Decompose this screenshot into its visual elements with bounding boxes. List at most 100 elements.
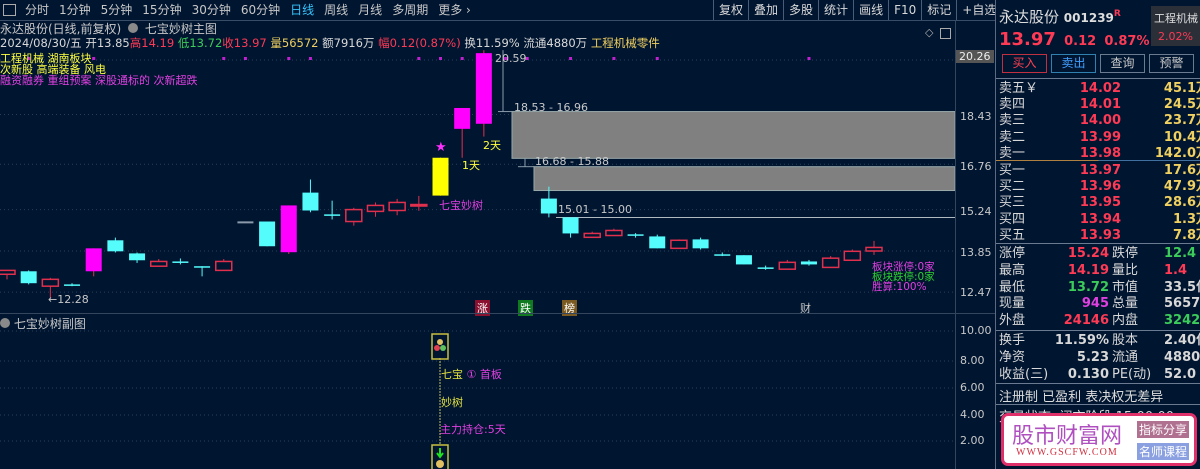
panel-toggle-icon[interactable] — [940, 28, 951, 39]
buy-button[interactable]: 买入 — [1002, 54, 1047, 73]
gap3-label: 15.01 - 15.00 — [558, 203, 632, 216]
fund-value: 0.130 — [1067, 366, 1109, 382]
fund-value: 5.23 — [1076, 349, 1109, 365]
toolbar-button-3[interactable]: 统计 — [818, 0, 853, 20]
indicator-dropdown-icon[interactable] — [128, 23, 139, 33]
bid-label: 买一 — [999, 163, 1026, 178]
stat-label: 市值 — [1112, 279, 1139, 295]
candle-body — [800, 261, 817, 265]
finance-marker[interactable]: 财 — [800, 302, 811, 315]
qibao-text: 七宝 — [441, 368, 463, 381]
concept-line-1: 工程机械 湖南板块 — [0, 52, 92, 65]
pane-divider — [0, 313, 955, 314]
bid-row[interactable]: 买三 13.95 28.6万 — [999, 194, 1200, 211]
fund-value: 52.0 — [1164, 366, 1197, 382]
candle-body — [670, 239, 688, 250]
toolbar-button-5[interactable]: F10 — [888, 0, 921, 20]
rank-badge[interactable]: 榜 — [562, 300, 577, 316]
sub-indicator-name[interactable]: 七宝妙树副图 — [13, 317, 86, 331]
info-low: 低13.72 — [177, 36, 223, 50]
stat-row[interactable]: 涨停 15.24 跌停 12.4 — [999, 245, 1200, 262]
tab-7[interactable]: 周线 — [324, 3, 349, 17]
toolbar-button-2[interactable]: 多股 — [783, 0, 818, 20]
ask-volume: 45.1万 — [1163, 81, 1200, 96]
bid-row[interactable]: 买一 13.97 17.6万 — [999, 162, 1200, 179]
tab-3[interactable]: 15分钟 — [142, 3, 182, 17]
toolbar-button-6[interactable]: 标记 — [921, 0, 956, 20]
diamond-icon[interactable]: ◇ — [925, 26, 934, 39]
concept-line-2: 次新股 高端装备 风电 — [0, 63, 106, 76]
tab-0[interactable]: 分时 — [25, 3, 50, 17]
signal-dot — [222, 57, 226, 60]
stat-row[interactable]: 现量 945 总量 5657 — [999, 295, 1200, 312]
alert-button[interactable]: 预警 — [1149, 54, 1194, 73]
layout-toggle-icon[interactable] — [3, 4, 16, 16]
signal-dot — [655, 57, 659, 60]
signal-dot — [287, 57, 291, 60]
bid-price: 13.94 — [1079, 211, 1121, 227]
axis-label: 16.76 — [960, 160, 992, 173]
toolbar-button-0[interactable]: 复权 — [713, 0, 748, 20]
sector-pct: 2.02% — [1158, 30, 1193, 43]
sub-axis-label: 8.00 — [960, 354, 985, 367]
bid-price: 13.95 — [1079, 195, 1121, 211]
ask-row[interactable]: 卖二 13.99 10.4万 — [999, 129, 1200, 146]
query-button[interactable]: 查询 — [1100, 54, 1145, 73]
last-price: 13.97 — [999, 29, 1056, 50]
watermark-logo: 股市财富网 WWW.GSCFW.COM 指标分享 名师课程 — [1001, 413, 1197, 466]
bid-row[interactable]: 买四 13.94 1.3万 — [999, 211, 1200, 228]
bid-row[interactable]: 买二 13.96 47.9万 — [999, 178, 1200, 195]
stat-label: 跌停 — [1112, 246, 1139, 261]
ohlc-info-bar: 2024/08/30/五 开13.85高14.19 低13.72收13.97 量… — [0, 36, 660, 50]
ask-row[interactable]: 卖四 14.01 24.5万 — [999, 96, 1200, 113]
tab-5[interactable]: 60分钟 — [240, 3, 281, 17]
concept-tags: 工程机械 湖南板块 次新股 高端装备 风电 融资融券 重组预案 深股通标的 次新… — [0, 53, 198, 86]
tab-6[interactable]: 日线 — [290, 3, 315, 17]
tab-9[interactable]: 多周期 — [392, 3, 429, 17]
ask-row[interactable]: 卖五￥ 14.02 45.1万 — [999, 80, 1200, 97]
kline-chart[interactable] — [0, 48, 955, 313]
bid-label: 买五 — [999, 227, 1026, 243]
axis-label: 13.85 — [960, 246, 992, 259]
bid-row[interactable]: 买五 13.93 7.8万 — [999, 227, 1200, 244]
toolbar-button-1[interactable]: 叠加 — [748, 0, 783, 20]
sub-chart-title: 七宝妙树副图 — [0, 315, 86, 332]
candle-body — [85, 248, 102, 272]
stat-row[interactable]: 外盘 24146 内盘 3242 — [999, 312, 1200, 329]
sell-button[interactable]: 卖出 — [1051, 54, 1096, 73]
gap-zone-2 — [533, 166, 955, 192]
bid-price: 13.93 — [1079, 227, 1121, 243]
limit-up-badge[interactable]: 涨 — [475, 300, 490, 316]
ask-row[interactable]: 卖三 14.00 23.7万 — [999, 112, 1200, 129]
tab-8[interactable]: 月线 — [358, 3, 383, 17]
indicator-name[interactable]: 七宝妙树主图 — [144, 22, 217, 36]
tab-10[interactable]: 更多 › — [438, 3, 471, 17]
candle-body — [454, 107, 471, 129]
fund-row[interactable]: 收益(三) 0.130 PE(动) 52.0 — [999, 366, 1200, 383]
fund-row[interactable]: 换手 11.59%股本 2.40亿 — [999, 332, 1200, 349]
tab-4[interactable]: 30分钟 — [191, 3, 231, 17]
price-axis[interactable]: 20.26 18.43 16.76 15.24 13.85 12.47 10.0… — [955, 21, 996, 469]
price-change: 0.12 — [1064, 34, 1097, 49]
stat-label: 内盘 — [1112, 313, 1139, 329]
toolbar-button-4[interactable]: 画线 — [853, 0, 888, 20]
info-industry: 工程机械零件 — [590, 36, 660, 50]
limit-down-badge[interactable]: 跌 — [518, 300, 533, 316]
sub-dropdown-icon[interactable] — [0, 318, 10, 328]
gap1-label: 18.53 - 16.96 — [514, 101, 588, 114]
stat-value: 3242 — [1164, 313, 1200, 329]
toolbar-button-7[interactable]: +自选 — [956, 0, 1001, 20]
sector-box[interactable]: 工程机械 2.02% — [1151, 6, 1200, 46]
info-float: 流通4880万 — [523, 36, 588, 50]
stat-row[interactable]: 最高 14.19 量比 1.4 — [999, 262, 1200, 279]
ask-row[interactable]: 卖一 13.98 142.0万 — [999, 145, 1200, 162]
candle-body — [129, 253, 146, 261]
signal-dot — [417, 57, 421, 60]
sector-limit-up: 板块涨停:0家 — [872, 261, 935, 273]
candle-body — [627, 234, 644, 236]
tab-1[interactable]: 1分钟 — [59, 3, 91, 17]
tab-2[interactable]: 5分钟 — [100, 3, 133, 17]
ask-price: 13.98 — [1079, 145, 1121, 161]
